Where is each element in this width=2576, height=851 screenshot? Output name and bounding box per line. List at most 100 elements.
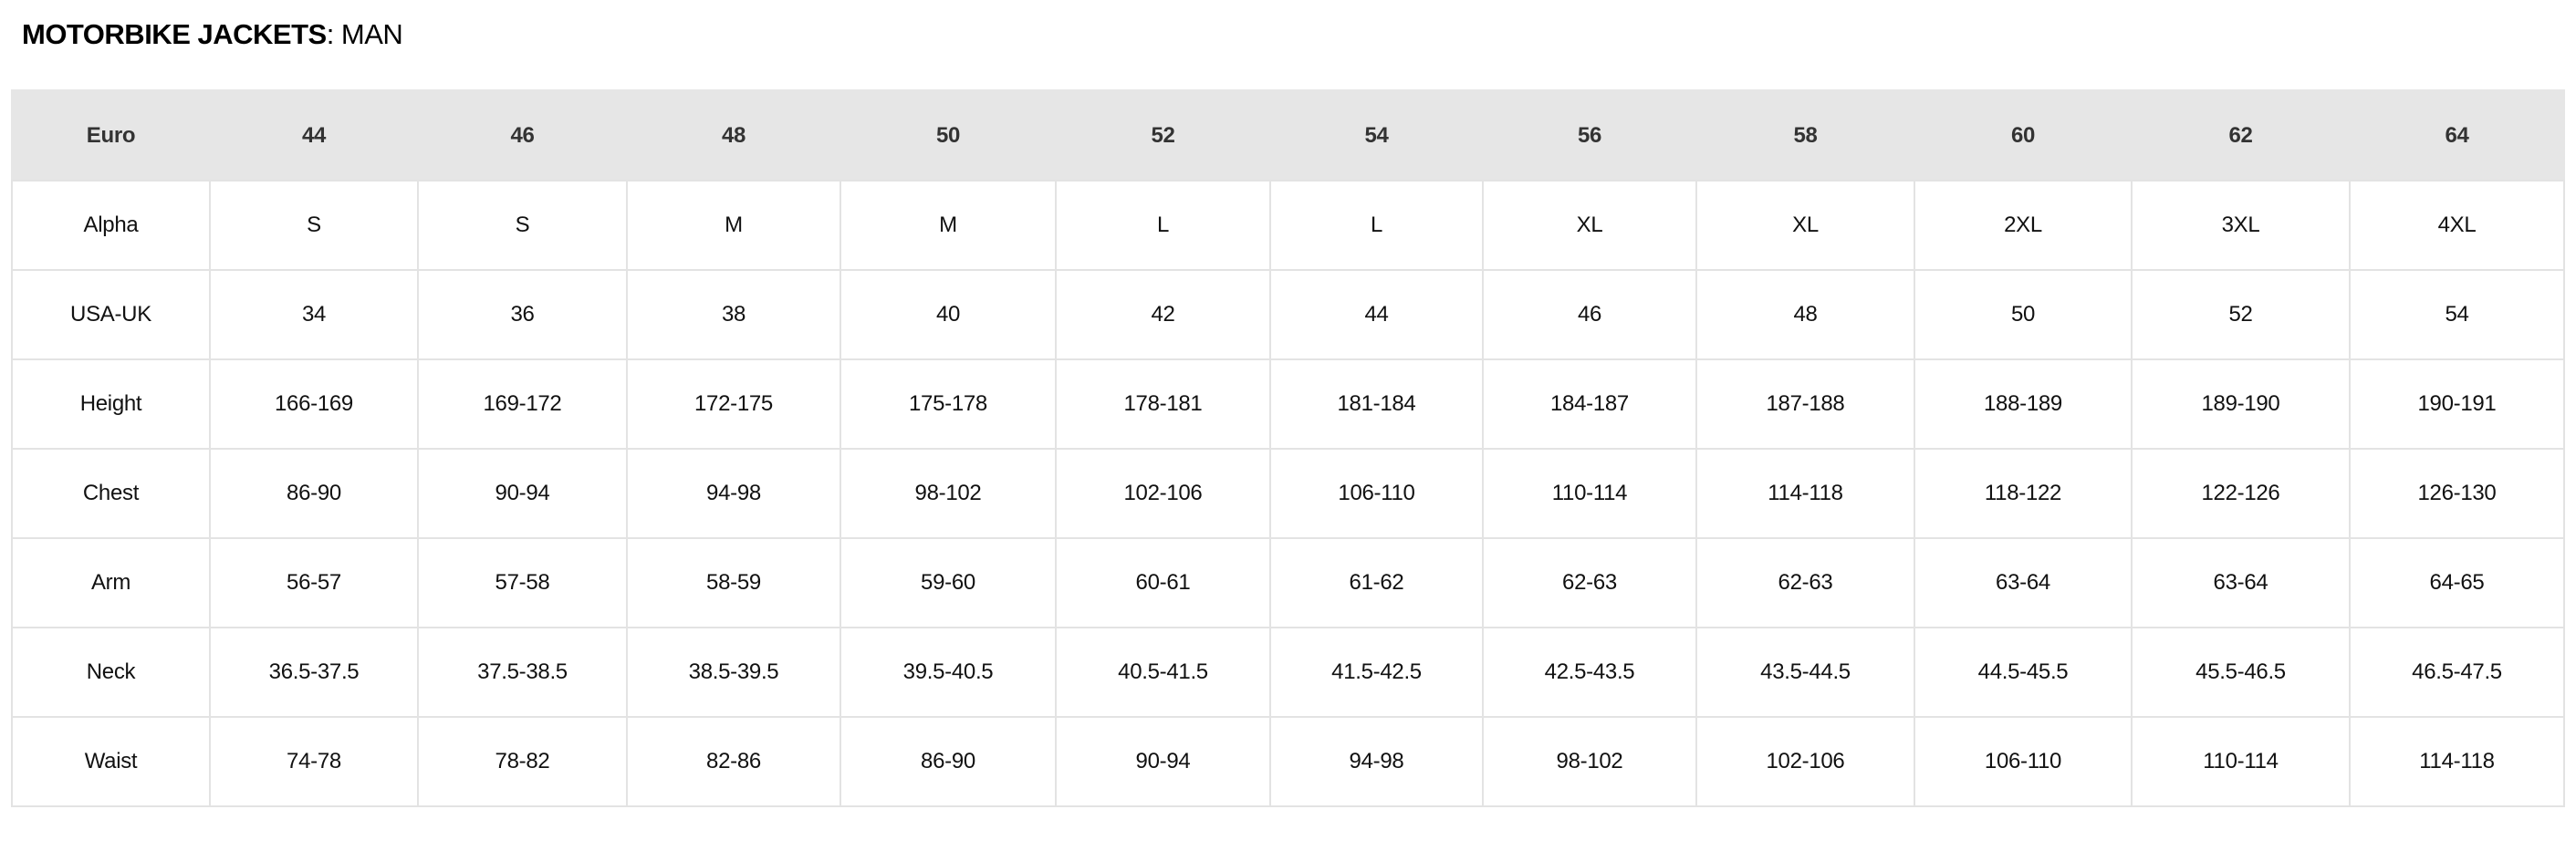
row-label: Waist [11, 716, 211, 807]
table-cell: 114-118 [1695, 448, 1915, 539]
table-cell: 86-90 [209, 448, 419, 539]
table-cell: 98-102 [1482, 716, 1697, 807]
table-cell: 90-94 [1055, 716, 1271, 807]
row-label: Height [11, 358, 211, 450]
table-cell: 98-102 [840, 448, 1057, 539]
table-cell: 34 [209, 269, 419, 360]
header-size: 56 [1482, 89, 1697, 182]
table-row: Waist 74-78 78-82 82-86 86-90 90-94 94-98 98-10… [11, 716, 2565, 807]
header-size: 54 [1269, 89, 1484, 182]
row-label: Arm [11, 537, 211, 628]
table-cell: 110-114 [2131, 716, 2351, 807]
table-cell: 118-122 [1914, 448, 2133, 539]
header-size: 44 [209, 89, 419, 182]
row-label: Alpha [11, 180, 211, 271]
table-cell: 42.5-43.5 [1482, 627, 1697, 718]
table-row: Neck 36.5-37.5 37.5-38.5 38.5-39.5 39.5-40.5… [11, 627, 2565, 718]
size-chart-table: Euro 44 46 48 50 52 54 56 58 60 62 64 Alpha S S M M L L XL… [11, 89, 2565, 807]
table-cell: 44.5-45.5 [1914, 627, 2133, 718]
table-cell: 166-169 [209, 358, 419, 450]
table-cell: 38.5-39.5 [626, 627, 841, 718]
header-size: 58 [1695, 89, 1915, 182]
table-cell: M [840, 180, 1057, 271]
table-cell: 110-114 [1482, 448, 1697, 539]
header-size: 64 [2349, 89, 2565, 182]
table-cell: L [1269, 180, 1484, 271]
table-cell: 175-178 [840, 358, 1057, 450]
table-cell: 57-58 [417, 537, 628, 628]
header-size: 50 [840, 89, 1057, 182]
table-row: Alpha S S M M L L XL XL 2XL 3XL 4XL [11, 180, 2565, 271]
table-cell: 37.5-38.5 [417, 627, 628, 718]
table-cell: 188-189 [1914, 358, 2133, 450]
table-cell: 86-90 [840, 716, 1057, 807]
table-cell: S [209, 180, 419, 271]
table-cell: 78-82 [417, 716, 628, 807]
table-cell: 181-184 [1269, 358, 1484, 450]
header-size: 52 [1055, 89, 1271, 182]
header-label: Euro [11, 89, 211, 182]
table-cell: 63-64 [1914, 537, 2133, 628]
table-cell: 40 [840, 269, 1057, 360]
table-cell: 178-181 [1055, 358, 1271, 450]
table-cell: 82-86 [626, 716, 841, 807]
table-cell: 172-175 [626, 358, 841, 450]
table-cell: 187-188 [1695, 358, 1915, 450]
title-bold: MOTORBIKE JACKETS [22, 18, 327, 50]
row-label: Neck [11, 627, 211, 718]
table-cell: 3XL [2131, 180, 2351, 271]
table-cell: 2XL [1914, 180, 2133, 271]
table-cell: 60-61 [1055, 537, 1271, 628]
table-row: Arm 56-57 57-58 58-59 59-60 60-61 61-62 62-63 62… [11, 537, 2565, 628]
table-cell: 126-130 [2349, 448, 2565, 539]
page-title: MOTORBIKE JACKETS: MAN [22, 18, 403, 51]
table-cell: 44 [1269, 269, 1484, 360]
table-cell: 61-62 [1269, 537, 1484, 628]
table-cell: 64-65 [2349, 537, 2565, 628]
table-cell: 36.5-37.5 [209, 627, 419, 718]
table-cell: 94-98 [626, 448, 841, 539]
table-cell: 90-94 [417, 448, 628, 539]
table-cell: 189-190 [2131, 358, 2351, 450]
table-cell: 45.5-46.5 [2131, 627, 2351, 718]
table-cell: 52 [2131, 269, 2351, 360]
table-cell: 94-98 [1269, 716, 1484, 807]
table-cell: 169-172 [417, 358, 628, 450]
table-cell: 184-187 [1482, 358, 1697, 450]
table-row: Chest 86-90 90-94 94-98 98-102 102-106 106-110… [11, 448, 2565, 539]
header-size: 62 [2131, 89, 2351, 182]
table-row: Height 166-169 169-172 172-175 175-178 178-18… [11, 358, 2565, 450]
table-cell: 39.5-40.5 [840, 627, 1057, 718]
table-cell: 114-118 [2349, 716, 2565, 807]
table-cell: 46 [1482, 269, 1697, 360]
title-suffix: : MAN [326, 18, 403, 50]
table-cell: 106-110 [1269, 448, 1484, 539]
table-cell: XL [1482, 180, 1697, 271]
row-label: USA-UK [11, 269, 211, 360]
table-cell: 122-126 [2131, 448, 2351, 539]
table-cell: 62-63 [1695, 537, 1915, 628]
header-size: 60 [1914, 89, 2133, 182]
table-cell: 42 [1055, 269, 1271, 360]
table-cell: 40.5-41.5 [1055, 627, 1271, 718]
table-cell: 74-78 [209, 716, 419, 807]
header-size: 46 [417, 89, 628, 182]
table-cell: 43.5-44.5 [1695, 627, 1915, 718]
table-cell: 62-63 [1482, 537, 1697, 628]
table-cell: 190-191 [2349, 358, 2565, 450]
table-cell: S [417, 180, 628, 271]
table-cell: M [626, 180, 841, 271]
table-cell: 4XL [2349, 180, 2565, 271]
table-cell: 102-106 [1695, 716, 1915, 807]
table-row: USA-UK 34 36 38 40 42 44 46 48 50 52 54 [11, 269, 2565, 360]
table-cell: 50 [1914, 269, 2133, 360]
table-cell: 54 [2349, 269, 2565, 360]
header-row: Euro 44 46 48 50 52 54 56 58 60 62 64 [11, 89, 2565, 182]
table-cell: 56-57 [209, 537, 419, 628]
table-cell: 46.5-47.5 [2349, 627, 2565, 718]
table-cell: 102-106 [1055, 448, 1271, 539]
table-cell: 36 [417, 269, 628, 360]
table-cell: 58-59 [626, 537, 841, 628]
table-cell: 48 [1695, 269, 1915, 360]
table-cell: 59-60 [840, 537, 1057, 628]
